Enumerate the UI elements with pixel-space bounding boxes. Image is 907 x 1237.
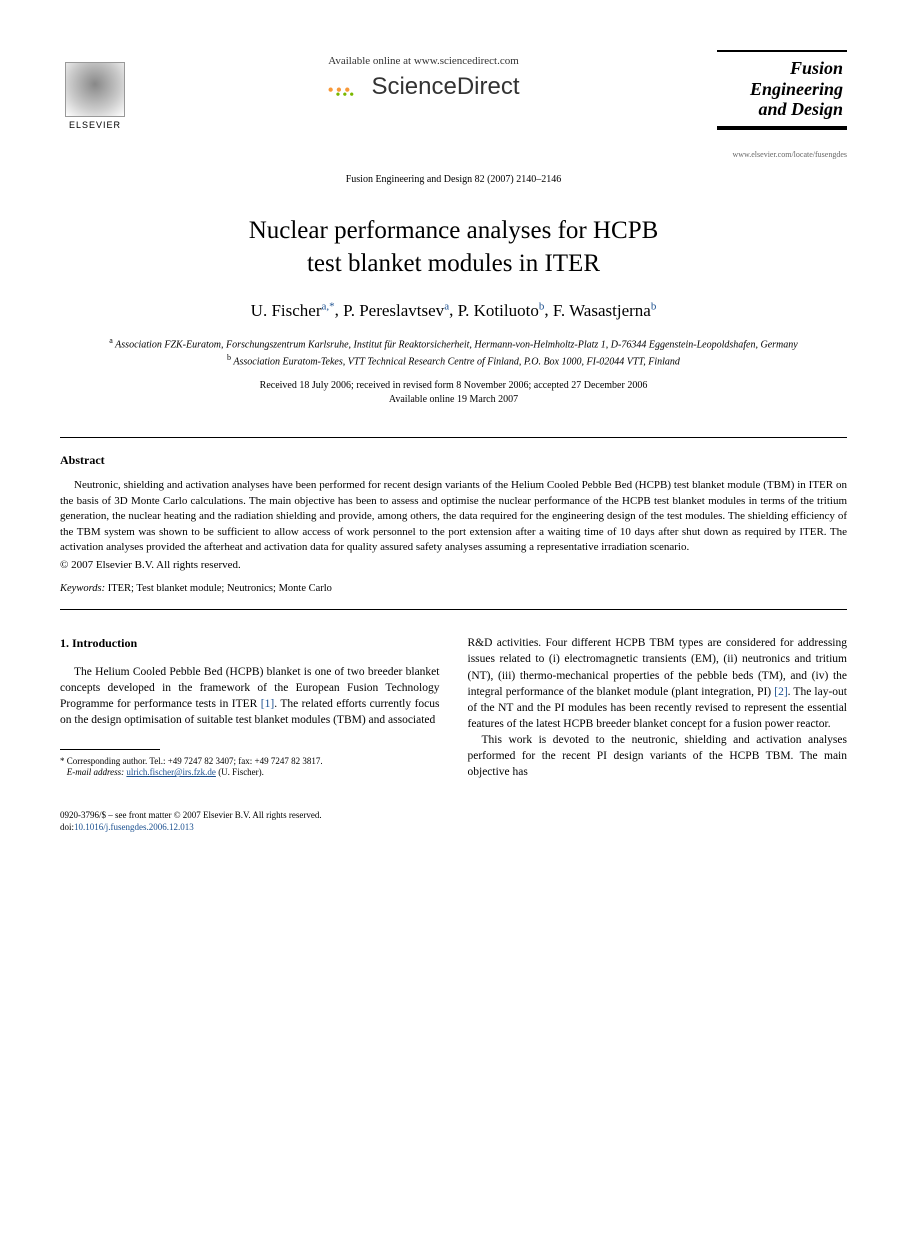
author-4: F. Wasastjernab <box>553 301 657 320</box>
authors-line: U. Fischera,*, P. Pereslavtseva, P. Koti… <box>60 300 847 321</box>
sciencedirect-brand: ScienceDirect <box>130 73 717 101</box>
email-link[interactable]: ulrich.fischer@irs.fzk.de <box>126 767 216 777</box>
available-online-text: Available online at www.sciencedirect.co… <box>130 55 717 67</box>
issn-line: 0920-3796/$ – see front matter © 2007 El… <box>60 810 322 820</box>
author-2: P. Pereslavtseva <box>343 301 449 320</box>
platform-name: ScienceDirect <box>371 73 519 100</box>
doi-label: doi: <box>60 822 74 832</box>
journal-box-wrapper: Fusion Engineering and Design www.elsevi… <box>717 50 847 159</box>
body-columns: 1. Introduction The Helium Cooled Pebble… <box>60 635 847 780</box>
keywords-label: Keywords: <box>60 583 105 594</box>
footer-info: 0920-3796/$ – see front matter © 2007 El… <box>60 810 847 833</box>
article-dates: Received 18 July 2006; received in revis… <box>60 379 847 407</box>
author-1: U. Fischera,* <box>251 301 335 320</box>
right-column: R&D activities. Four different HCPB TBM … <box>468 635 848 780</box>
divider-top <box>60 437 847 438</box>
journal-url[interactable]: www.elsevier.com/locate/fusengdes <box>717 150 847 159</box>
keywords-text: ITER; Test blanket module; Neutronics; M… <box>105 583 332 594</box>
divider-bottom <box>60 609 847 610</box>
sciencedirect-dots-icon <box>327 80 367 100</box>
corresponding-text: * Corresponding author. Tel.: +49 7247 8… <box>60 756 323 766</box>
journal-box: Fusion Engineering and Design <box>717 50 847 130</box>
header-row: ELSEVIER Available online at www.science… <box>60 50 847 159</box>
corresponding-footnote: * Corresponding author. Tel.: +49 7247 8… <box>60 756 440 779</box>
publisher-name: ELSEVIER <box>69 120 121 130</box>
abstract-heading: Abstract <box>60 453 847 468</box>
author-3: P. Kotiluotob <box>458 301 545 320</box>
email-label: E-mail address: <box>67 767 124 777</box>
intro-para-1: The Helium Cooled Pebble Bed (HCPB) blan… <box>60 664 440 728</box>
intro-para-1-cont: R&D activities. Four different HCPB TBM … <box>468 635 848 732</box>
dates-line1: Received 18 July 2006; received in revis… <box>260 380 648 391</box>
elsevier-logo: ELSEVIER <box>60 50 130 130</box>
intro-para-2: This work is devoted to the neutronic, s… <box>468 732 848 780</box>
affiliation-a: Association FZK-Euratom, Forschungszentr… <box>115 339 798 350</box>
affiliation-b: Association Euratom-Tekes, VTT Technical… <box>233 356 680 367</box>
affiliations: a Association FZK-Euratom, Forschungszen… <box>60 335 847 370</box>
keywords-line: Keywords: ITER; Test blanket module; Neu… <box>60 583 847 594</box>
email-author: (U. Fischer). <box>216 767 264 777</box>
doi-link[interactable]: 10.1016/j.fusengdes.2006.12.013 <box>74 822 194 832</box>
citation-line: Fusion Engineering and Design 82 (2007) … <box>60 174 847 185</box>
journal-name-line2: Engineering <box>721 79 843 100</box>
aff-b-marker: b <box>227 353 231 362</box>
title-line2: test blanket modules in ITER <box>307 250 600 277</box>
abstract-text: Neutronic, shielding and activation anal… <box>60 478 847 555</box>
center-header: Available online at www.sciencedirect.co… <box>130 50 717 101</box>
footnote-separator <box>60 749 160 750</box>
elsevier-tree-icon <box>65 62 125 117</box>
title-line1: Nuclear performance analyses for HCPB <box>249 217 659 244</box>
article-title: Nuclear performance analyses for HCPB te… <box>60 215 847 280</box>
section-1-heading: 1. Introduction <box>60 635 440 652</box>
ref-link-1[interactable]: [1] <box>261 698 274 710</box>
journal-name-line1: Fusion <box>721 58 843 79</box>
journal-name-line3: and Design <box>721 99 843 120</box>
dates-line2: Available online 19 March 2007 <box>389 394 518 405</box>
left-column: 1. Introduction The Helium Cooled Pebble… <box>60 635 440 780</box>
ref-link-2[interactable]: [2] <box>774 686 787 698</box>
copyright-line: © 2007 Elsevier B.V. All rights reserved… <box>60 559 847 571</box>
aff-a-marker: a <box>109 336 113 345</box>
